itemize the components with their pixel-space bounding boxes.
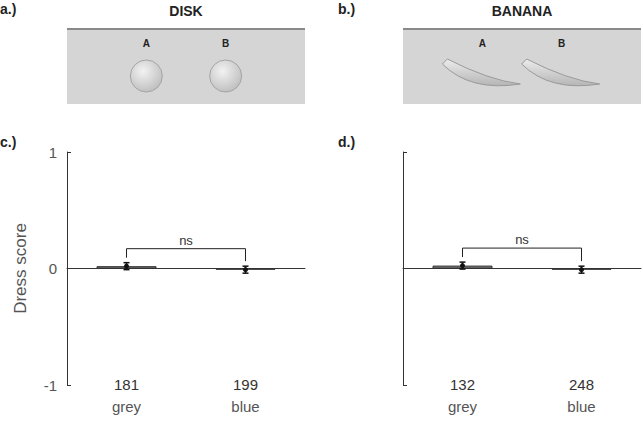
svg-text:ns: ns	[179, 233, 193, 248]
svg-text:grey: grey	[448, 398, 478, 415]
svg-text:B: B	[558, 38, 565, 49]
svg-text:grey: grey	[112, 398, 142, 415]
svg-text:BANANA: BANANA	[492, 3, 553, 19]
svg-text:B: B	[222, 38, 229, 49]
svg-text:blue: blue	[567, 398, 595, 415]
svg-text:199: 199	[233, 376, 258, 393]
svg-text:DISK: DISK	[169, 3, 202, 19]
svg-text:-1: -1	[44, 377, 57, 394]
svg-text:A: A	[479, 38, 486, 49]
svg-text:248: 248	[569, 376, 594, 393]
svg-text:181: 181	[114, 376, 139, 393]
svg-text:1: 1	[49, 144, 57, 161]
svg-text:blue: blue	[231, 398, 259, 415]
svg-text:c.): c.)	[0, 134, 16, 150]
svg-text:b.): b.)	[338, 1, 355, 17]
svg-text:a.): a.)	[0, 1, 16, 17]
svg-text:Dress score: Dress score	[11, 223, 30, 314]
svg-text:d.): d.)	[338, 134, 355, 150]
svg-text:ns: ns	[515, 232, 529, 247]
svg-text:0: 0	[49, 260, 57, 277]
svg-text:A: A	[143, 38, 150, 49]
svg-text:132: 132	[450, 376, 475, 393]
